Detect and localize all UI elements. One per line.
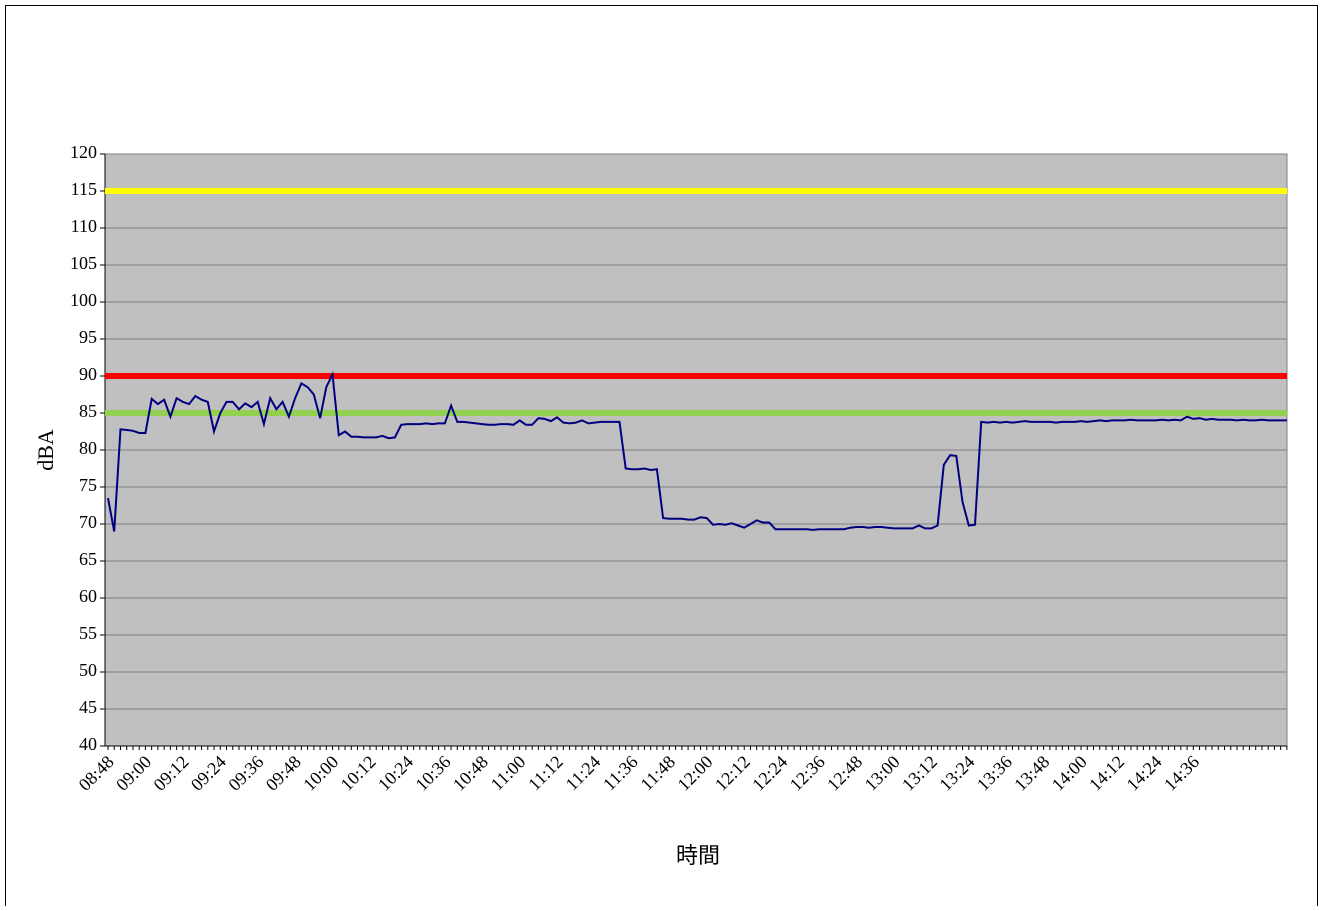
y-tick-label: 50 <box>79 660 97 680</box>
y-tick-label: 45 <box>79 697 97 717</box>
y-tick-label: 120 <box>70 142 97 162</box>
y-tick-label: 60 <box>79 586 97 606</box>
y-tick-label: 55 <box>79 623 97 643</box>
y-tick-label: 85 <box>79 401 97 421</box>
y-tick-label: 100 <box>70 290 97 310</box>
y-tick-label: 105 <box>70 253 97 273</box>
y-tick-label: 75 <box>79 475 97 495</box>
data-line <box>107 370 1287 532</box>
y-tick-label: 95 <box>79 327 97 347</box>
y-tick-label: 110 <box>71 216 97 236</box>
y-tick-label: 70 <box>79 512 97 532</box>
y-tick-label: 90 <box>79 364 97 384</box>
x-axis-label: 時間 <box>676 843 720 868</box>
y-tick-label: 65 <box>79 549 97 569</box>
y-tick-label: 40 <box>79 734 97 754</box>
y-axis-label: dBA <box>33 429 58 471</box>
y-tick-label: 115 <box>71 179 97 199</box>
y-tick-label: 80 <box>79 438 97 458</box>
